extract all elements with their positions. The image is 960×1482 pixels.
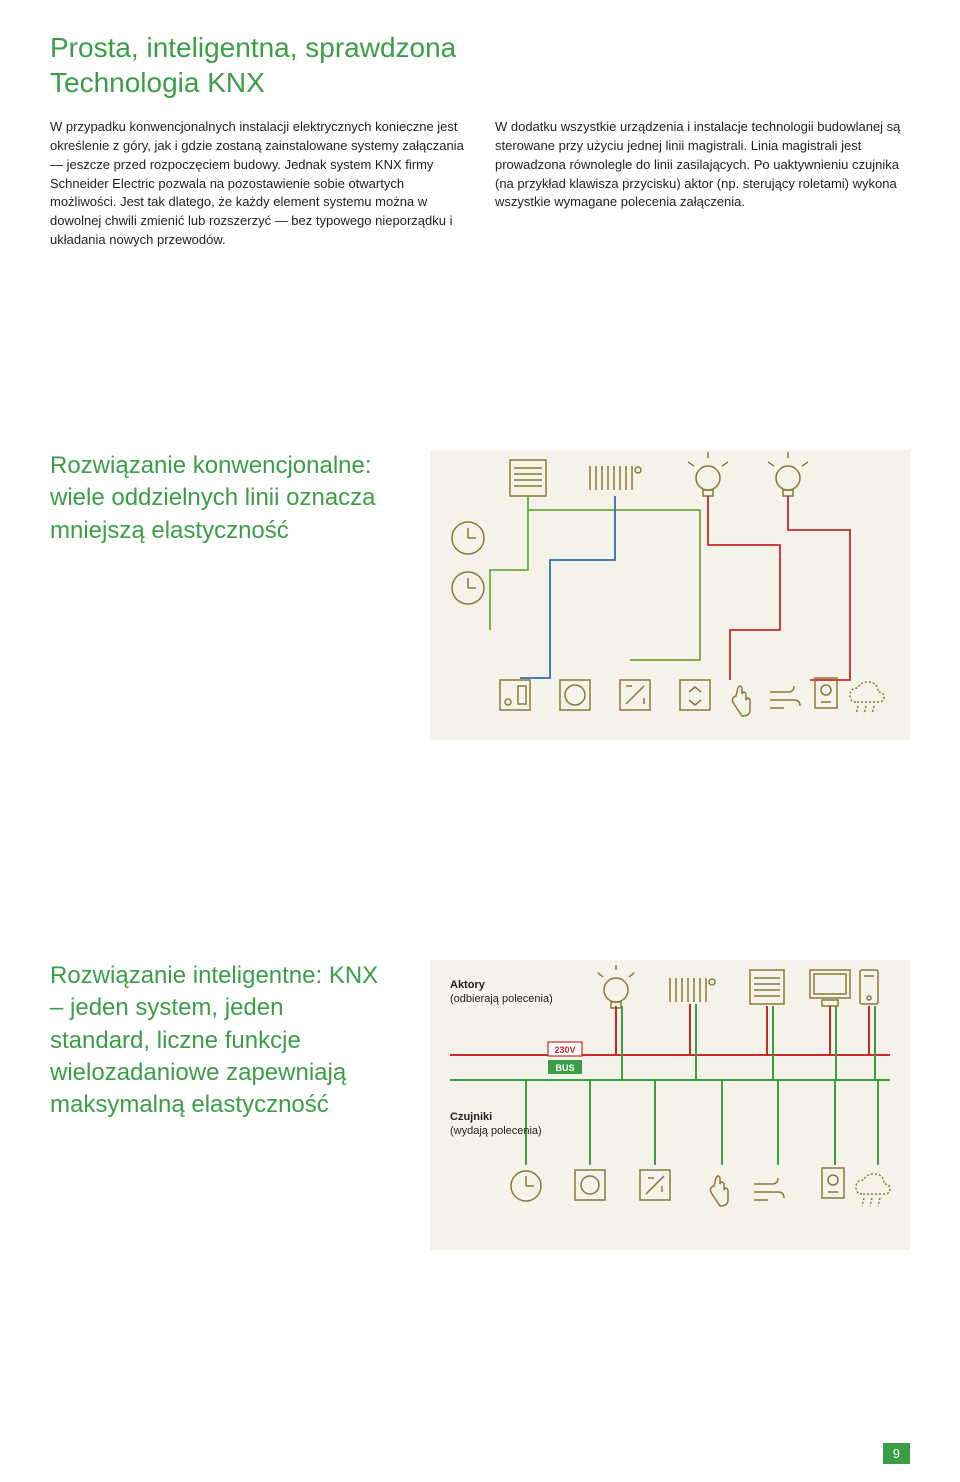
- section2-heading: Rozwiązanie inteligentne: KNX – jeden sy…: [50, 960, 390, 1122]
- actors-sub: (odbierają polecenia): [450, 993, 553, 1005]
- intro-columns: W przypadku konwencjonalnych instalacji …: [50, 118, 910, 250]
- section-conventional: Rozwiązanie konwencjonalne: wiele oddzie…: [50, 450, 910, 740]
- sensors-label: Czujniki: [450, 1111, 492, 1123]
- section1-heading: Rozwiązanie konwencjonalne: wiele oddzie…: [50, 450, 390, 547]
- intro-left: W przypadku konwencjonalnych instalacji …: [50, 118, 465, 250]
- section-intelligent: Rozwiązanie inteligentne: KNX – jeden sy…: [50, 960, 910, 1250]
- page-title: Prosta, inteligentna, sprawdzonaTechnolo…: [50, 30, 910, 100]
- badge-bus: BUS: [555, 1063, 574, 1073]
- page-number: 9: [883, 1443, 910, 1464]
- intro-right: W dodatku wszystkie urządzenia i instala…: [495, 118, 910, 250]
- sensors-sub: (wydają polecenia): [450, 1125, 542, 1137]
- diagram-intelligent: Aktory (odbierają polecenia): [430, 960, 910, 1250]
- badge-230v: 230V: [554, 1045, 575, 1055]
- actors-label: Aktory: [450, 979, 486, 991]
- diagram-conventional: [430, 450, 910, 740]
